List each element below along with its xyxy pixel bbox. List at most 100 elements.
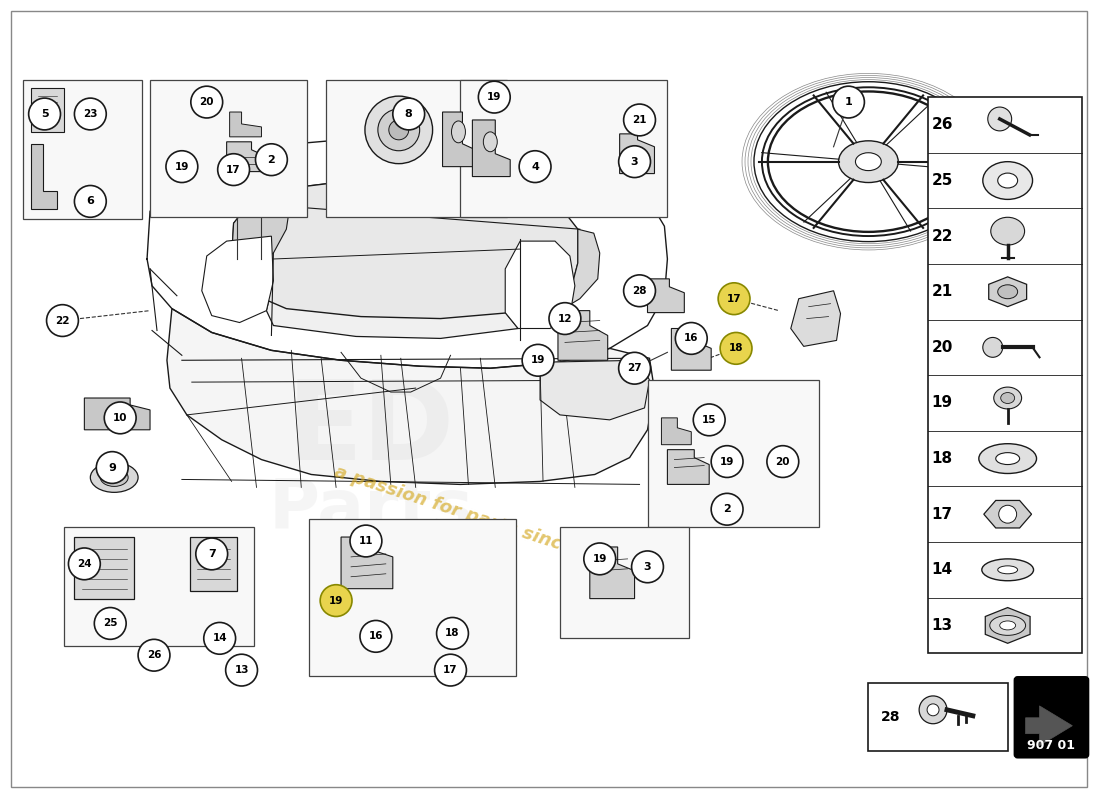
Polygon shape: [472, 120, 510, 177]
Polygon shape: [230, 112, 262, 137]
Circle shape: [982, 338, 1003, 358]
Text: 15: 15: [702, 415, 716, 425]
Ellipse shape: [1000, 621, 1015, 630]
Polygon shape: [266, 179, 520, 338]
Ellipse shape: [990, 615, 1025, 635]
Text: 21: 21: [632, 115, 647, 125]
Text: 19: 19: [175, 162, 189, 172]
FancyBboxPatch shape: [1014, 677, 1088, 758]
Circle shape: [393, 98, 425, 130]
Ellipse shape: [998, 566, 1018, 574]
Text: 9: 9: [108, 462, 117, 473]
Polygon shape: [232, 190, 292, 266]
Bar: [928, 97, 1082, 654]
Text: 2: 2: [723, 504, 732, 514]
Text: 26: 26: [932, 118, 953, 133]
Circle shape: [204, 622, 235, 654]
Polygon shape: [590, 547, 635, 598]
Text: 8: 8: [405, 109, 412, 119]
Polygon shape: [1025, 706, 1072, 746]
Ellipse shape: [90, 462, 139, 492]
Ellipse shape: [998, 173, 1018, 188]
Polygon shape: [227, 142, 266, 171]
Circle shape: [255, 144, 287, 175]
Polygon shape: [558, 310, 607, 360]
Circle shape: [226, 654, 257, 686]
Bar: [150, 80, 307, 218]
Text: 21: 21: [932, 284, 953, 299]
Polygon shape: [668, 450, 710, 485]
Polygon shape: [167, 309, 654, 485]
Circle shape: [920, 696, 947, 724]
Polygon shape: [75, 537, 134, 598]
Text: 24: 24: [77, 559, 91, 569]
Text: 14: 14: [212, 634, 227, 643]
Circle shape: [712, 494, 743, 525]
Circle shape: [478, 82, 510, 113]
Text: 25: 25: [932, 173, 953, 188]
Ellipse shape: [979, 444, 1036, 474]
Ellipse shape: [993, 387, 1022, 409]
Text: 28: 28: [632, 286, 647, 296]
Text: 7: 7: [208, 549, 216, 559]
Circle shape: [75, 186, 107, 218]
Text: 19: 19: [531, 355, 546, 366]
Circle shape: [95, 607, 126, 639]
Polygon shape: [619, 134, 654, 174]
Ellipse shape: [838, 141, 899, 182]
Polygon shape: [648, 279, 684, 313]
Circle shape: [712, 446, 743, 478]
Polygon shape: [341, 537, 393, 589]
Circle shape: [350, 525, 382, 557]
Polygon shape: [31, 144, 57, 210]
Text: 10: 10: [113, 413, 128, 423]
Text: 19: 19: [719, 457, 735, 466]
Circle shape: [693, 404, 725, 436]
Polygon shape: [232, 179, 578, 318]
Polygon shape: [540, 360, 649, 420]
Circle shape: [68, 548, 100, 580]
Circle shape: [320, 585, 352, 617]
Circle shape: [360, 621, 392, 652]
Text: 20: 20: [776, 457, 790, 466]
Circle shape: [927, 704, 939, 716]
Ellipse shape: [982, 162, 1033, 199]
Ellipse shape: [991, 218, 1024, 245]
Polygon shape: [190, 537, 236, 590]
Text: 16: 16: [368, 631, 383, 642]
Polygon shape: [505, 241, 575, 329]
Ellipse shape: [451, 121, 465, 142]
Text: 23: 23: [84, 109, 98, 119]
Circle shape: [767, 446, 799, 478]
Text: 12: 12: [558, 314, 572, 323]
Text: 17: 17: [932, 506, 953, 522]
Text: 22: 22: [55, 315, 69, 326]
Text: 5: 5: [41, 109, 48, 119]
Text: a passion for parts since 1985: a passion for parts since 1985: [332, 463, 629, 575]
Circle shape: [549, 302, 581, 334]
Text: 19: 19: [932, 395, 953, 410]
Bar: [648, 380, 818, 527]
Polygon shape: [983, 501, 1032, 528]
Text: 25: 25: [103, 618, 118, 629]
Ellipse shape: [365, 96, 432, 164]
Text: 6: 6: [87, 196, 95, 206]
Polygon shape: [791, 290, 840, 346]
Circle shape: [999, 506, 1016, 523]
Polygon shape: [552, 229, 600, 310]
Circle shape: [519, 150, 551, 182]
Ellipse shape: [996, 453, 1020, 465]
Circle shape: [624, 275, 656, 306]
Text: 907 01: 907 01: [1027, 739, 1076, 752]
Text: 16: 16: [684, 334, 699, 343]
Circle shape: [437, 618, 469, 650]
Ellipse shape: [378, 109, 420, 150]
Text: 18: 18: [729, 343, 744, 354]
Bar: [326, 80, 507, 218]
Circle shape: [618, 352, 650, 384]
Circle shape: [166, 150, 198, 182]
Ellipse shape: [856, 153, 881, 170]
Text: 18: 18: [932, 451, 953, 466]
Text: 19: 19: [487, 92, 502, 102]
Text: 1: 1: [845, 97, 853, 107]
